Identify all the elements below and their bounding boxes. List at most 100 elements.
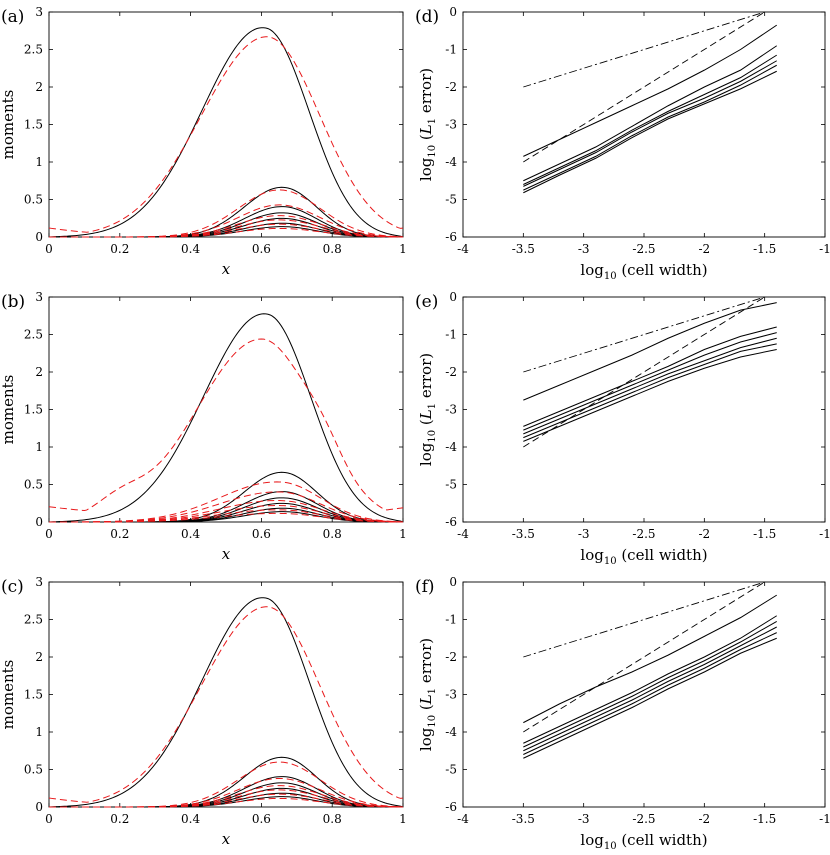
y-tick-label: 3 — [35, 290, 43, 304]
first-order-reference-line — [523, 296, 765, 373]
error-line-3 — [523, 626, 777, 752]
y-tick-label: -6 — [445, 515, 457, 529]
x-axis-label: log10 (cell width) — [580, 261, 707, 282]
x-tick-label: -3.5 — [512, 242, 535, 256]
x-tick-label: -4 — [457, 527, 469, 541]
panel-label: (d) — [415, 7, 439, 27]
exact-moment-0-line — [48, 27, 404, 238]
y-tick-label: -5 — [445, 478, 457, 492]
axes-box — [48, 581, 404, 808]
x-axis-label: log10 (cell width) — [580, 831, 707, 852]
y-axis-label: moments — [0, 90, 17, 160]
numerical-moment-0-line — [48, 338, 404, 512]
y-tick-label: 2 — [35, 80, 43, 94]
y-tick-label: 0.5 — [24, 478, 43, 492]
x-tick-label: 0.8 — [323, 527, 342, 541]
x-tick-label: 0.6 — [252, 812, 271, 826]
y-tick-label: 0 — [449, 5, 457, 19]
y-axis-label: log10 (L1 error) — [417, 68, 438, 181]
axes-box — [462, 581, 826, 808]
panel-f: -4 -3.5 -3 -2.5 -2 -1.5 -1 -6 -5 -4 -3 -2 -1 0 (f) log1… — [415, 575, 830, 852]
x-tick-label: 0 — [45, 242, 53, 256]
panel-label: (b) — [1, 292, 25, 312]
x-tick-label: 0.8 — [323, 812, 342, 826]
error-line-2 — [523, 620, 777, 748]
error-line-4 — [523, 343, 777, 439]
y-axis-label: moments — [0, 660, 17, 730]
first-order-reference-line — [523, 581, 765, 658]
second-order-reference-line — [523, 11, 765, 163]
y-tick-label: -6 — [445, 230, 457, 244]
y-tick-label: 3 — [35, 575, 43, 589]
x-tick-label: 0.2 — [110, 242, 129, 256]
x-tick-label: 1 — [399, 812, 407, 826]
x-tick-label: -3.5 — [512, 527, 535, 541]
panel-b: 0 0.2 0.4 0.6 0.8 1 0 0.5 1 1.5 2 2.5 3 (b) x moments — [0, 290, 407, 563]
numerical-moment-0-line — [48, 606, 404, 803]
x-axis-label: log10 (cell width) — [580, 546, 707, 567]
x-tick-label: -2.5 — [632, 242, 655, 256]
error-line-5 — [523, 70, 777, 194]
y-tick-label: 0 — [35, 515, 43, 529]
x-tick-label: -1 — [819, 242, 830, 256]
x-tick-label: 0.4 — [181, 812, 200, 826]
y-tick-label: -3 — [445, 403, 457, 417]
panel-label: (f) — [415, 577, 435, 597]
y-tick-label: 3 — [35, 5, 43, 19]
x-tick-label: 0.2 — [110, 527, 129, 541]
y-tick-label: 1 — [35, 725, 43, 739]
error-line-2 — [523, 54, 777, 185]
error-line-1 — [523, 45, 778, 182]
x-tick-label: -3 — [578, 812, 590, 826]
x-tick-label: 0 — [45, 527, 53, 541]
x-tick-label: -2.5 — [632, 812, 655, 826]
x-tick-label: -1 — [819, 812, 830, 826]
y-tick-label: -6 — [445, 800, 457, 814]
error-line-0 — [523, 302, 777, 401]
y-tick-label: -2 — [445, 80, 457, 94]
x-tick-label: 0.8 — [323, 242, 342, 256]
error-line-5 — [523, 637, 777, 759]
x-tick-label: -2.5 — [632, 527, 655, 541]
x-tick-label: -3 — [578, 242, 590, 256]
y-tick-label: 1.5 — [24, 118, 43, 132]
x-tick-label: -1.5 — [753, 527, 776, 541]
numerical-moment-6-line — [49, 227, 404, 238]
x-tick-label: -1 — [819, 527, 830, 541]
x-tick-label: -2 — [698, 812, 710, 826]
y-tick-label: -3 — [445, 688, 457, 702]
y-axis-label: log10 (L1 error) — [417, 353, 438, 466]
y-tick-label: -4 — [445, 440, 457, 454]
y-tick-label: -1 — [445, 328, 457, 342]
error-line-4 — [523, 64, 777, 191]
y-tick-label: 0 — [449, 290, 457, 304]
x-tick-label: -4 — [457, 242, 469, 256]
y-tick-label: 2 — [35, 365, 43, 379]
x-tick-label: -2 — [698, 527, 710, 541]
x-tick-label: -1.5 — [753, 242, 776, 256]
x-tick-label: 0.2 — [110, 812, 129, 826]
y-tick-label: -2 — [445, 365, 457, 379]
y-tick-label: 1.5 — [24, 688, 43, 702]
panel-e: -4 -3.5 -3 -2.5 -2 -1.5 -1 -6 -5 -4 -3 -2 -1 0 (e) log1… — [415, 290, 830, 567]
y-tick-label: 1 — [35, 440, 43, 454]
x-tick-label: 0.4 — [181, 242, 200, 256]
exact-moment-0-line — [48, 313, 404, 523]
error-line-2 — [523, 332, 777, 431]
y-tick-label: 0.5 — [24, 763, 43, 777]
x-tick-label: -1.5 — [753, 812, 776, 826]
y-tick-label: -5 — [445, 763, 457, 777]
x-tick-label: 1 — [399, 527, 407, 541]
y-tick-label: 1 — [35, 155, 43, 169]
y-axis-label: moments — [0, 375, 17, 445]
y-tick-label: -4 — [445, 155, 457, 169]
y-tick-label: -3 — [445, 118, 457, 132]
panel-label: (a) — [1, 7, 24, 27]
y-tick-label: 2.5 — [24, 43, 43, 57]
y-tick-label: -5 — [445, 193, 457, 207]
exact-moment-0-line — [48, 597, 404, 808]
y-tick-label: 2.5 — [24, 328, 43, 342]
x-tick-label: 0 — [45, 812, 53, 826]
y-tick-label: -2 — [445, 650, 457, 664]
